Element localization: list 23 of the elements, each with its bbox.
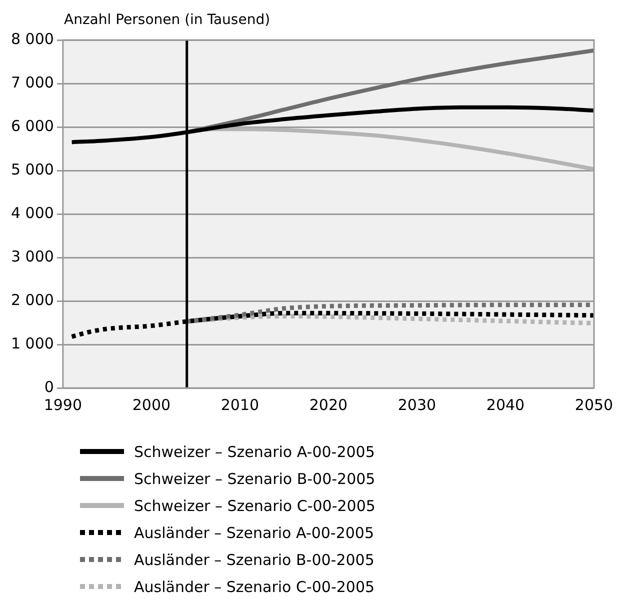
y-axis-title: Anzahl Personen (in Tausend)	[64, 12, 272, 28]
x-tick-label: 2030	[398, 396, 436, 414]
x-tick-label: 2010	[220, 396, 260, 414]
legend-label: Ausländer – Szenario B-00-2005	[134, 550, 374, 568]
y-tick-label: 3 000	[10, 247, 54, 266]
x-tick-label: 1990	[44, 396, 82, 414]
y-tick-label: 7 000	[10, 73, 54, 92]
x-tick-label: 2050	[574, 396, 614, 414]
legend-label: Ausländer – Szenario C-00-2005	[134, 578, 375, 596]
y-tick-label: 2 000	[10, 290, 54, 309]
y-tick-label: 4 000	[10, 204, 54, 222]
y-tick-label: 8 000	[10, 30, 54, 48]
legend-label: Schweizer – Szenario B-00-2005	[134, 470, 376, 488]
y-tick-label: 5 000	[10, 160, 54, 178]
x-tick-label: 2020	[309, 396, 348, 414]
x-tick-label: 2040	[486, 396, 525, 414]
y-tick-label: 0	[44, 378, 54, 396]
x-tick-label: 2000	[132, 396, 171, 414]
legend-label: Ausländer – Szenario A-00-2005	[134, 524, 374, 542]
y-tick-label: 1 000	[10, 334, 54, 352]
legend-label: Schweizer – Szenario A-00-2005	[134, 442, 375, 460]
legend-label: Schweizer – Szenario C-00-2005	[134, 496, 376, 514]
y-tick-label: 6 000	[10, 116, 54, 135]
